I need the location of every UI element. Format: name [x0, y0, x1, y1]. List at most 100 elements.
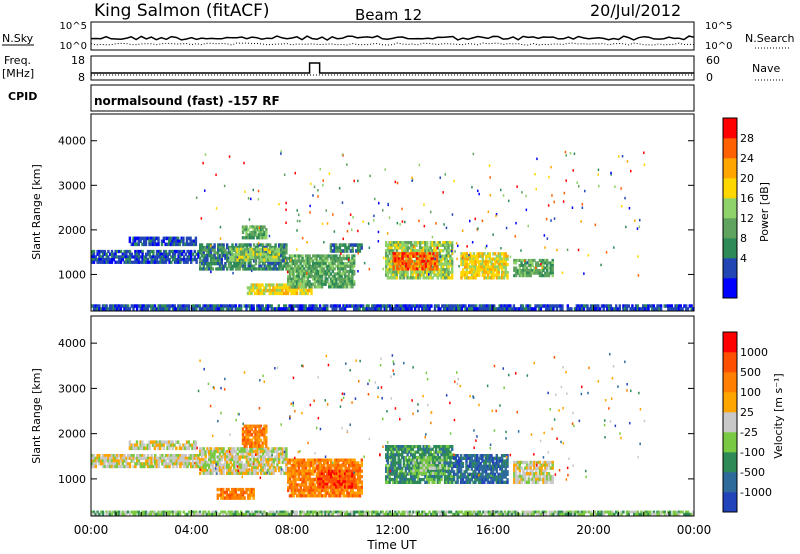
- echo-cell: [328, 494, 331, 498]
- colorbar-tick-label: 8: [740, 232, 747, 245]
- echo-cell: [132, 260, 135, 264]
- echo-cell: [279, 254, 283, 258]
- echo-cell: [312, 458, 315, 462]
- echo-cell: [423, 259, 426, 263]
- echo-cell: [329, 480, 333, 484]
- echo-cell: [404, 475, 407, 479]
- echo-cell: [374, 304, 377, 308]
- echo-cell: [386, 276, 390, 280]
- echo-cell: [91, 459, 94, 463]
- echo-cell: [414, 304, 417, 308]
- echo-cell: [155, 440, 158, 444]
- echo-cell: [259, 430, 263, 434]
- echo-cell: [449, 249, 452, 253]
- echo-cell: [252, 304, 255, 308]
- echo-cell: [295, 264, 299, 268]
- echo-cell: [229, 490, 232, 495]
- echo-cell: [255, 283, 259, 287]
- echo-cell: [303, 475, 306, 479]
- echo-point: [484, 246, 487, 250]
- echo-cell: [261, 267, 265, 271]
- echo-cell: [326, 480, 329, 484]
- echo-cell: [241, 225, 245, 229]
- echo-cell: [424, 304, 428, 308]
- echo-cell: [268, 255, 272, 259]
- echo-cell: [308, 483, 311, 487]
- echo-cell: [150, 260, 153, 264]
- echo-cell: [317, 485, 320, 489]
- echo-cell: [516, 271, 520, 275]
- echo-cell: [299, 264, 302, 268]
- echo-cell: [355, 469, 358, 473]
- echo-cell: [132, 464, 135, 469]
- echo-cell: [406, 458, 409, 462]
- echo-cell: [229, 264, 232, 268]
- echo-cell: [114, 459, 117, 463]
- echo-point: [374, 197, 376, 201]
- echo-cell: [433, 249, 436, 253]
- echo-cell: [274, 243, 277, 247]
- echo-cell: [290, 304, 293, 308]
- echo-cell: [392, 254, 395, 258]
- echo-cell: [177, 260, 180, 264]
- echo-cell: [546, 263, 549, 267]
- echo-cell: [470, 273, 474, 277]
- echo-cell: [153, 446, 157, 451]
- echo-cell: [168, 304, 171, 308]
- echo-cell: [417, 241, 420, 245]
- echo-cell: [141, 249, 144, 254]
- echo-cell: [272, 264, 275, 268]
- echo-point: [353, 179, 355, 183]
- echo-cell: [337, 264, 340, 268]
- echo-cell: [524, 261, 527, 265]
- echo-cell: [329, 257, 333, 261]
- echo-cell: [466, 307, 469, 311]
- echo-point: [458, 265, 460, 268]
- echo-cell: [469, 254, 472, 259]
- echo-cell: [312, 483, 315, 487]
- echo-cell: [217, 243, 220, 247]
- echo-cell: [536, 263, 540, 267]
- echo-cell: [209, 463, 213, 467]
- echo-cell: [392, 259, 395, 263]
- echo-cell: [245, 233, 248, 237]
- echo-cell: [312, 494, 315, 498]
- echo-cell: [527, 263, 531, 267]
- echo-cell: [426, 273, 429, 277]
- echo-cell: [276, 458, 279, 462]
- echo-cell: [256, 245, 259, 250]
- echo-cell: [261, 471, 265, 475]
- echo-cell: [312, 464, 315, 468]
- echo-cell: [440, 254, 443, 258]
- echo-cell: [245, 438, 248, 443]
- echo-cell: [91, 249, 94, 254]
- echo-cell: [257, 444, 261, 448]
- echo-cell: [609, 304, 613, 308]
- echo-cell: [170, 459, 173, 463]
- echo-cell: [274, 455, 277, 459]
- echo-point: [454, 250, 456, 253]
- echo-cell: [455, 307, 458, 311]
- echo-cell: [482, 307, 485, 311]
- echo-cell: [257, 435, 261, 440]
- echo-cell: [209, 468, 213, 473]
- echo-cell: [513, 261, 516, 265]
- echo-cell: [169, 236, 173, 241]
- echo-cell: [144, 239, 148, 244]
- echo-cell: [414, 254, 417, 258]
- echo-cell: [241, 438, 245, 443]
- echo-cell: [240, 468, 243, 473]
- echo-cell: [270, 262, 274, 266]
- echo-cell: [137, 304, 141, 308]
- echo-cell: [229, 468, 232, 473]
- echo-cell: [351, 264, 354, 268]
- echo-cell: [279, 455, 283, 459]
- echo-cell: [254, 435, 257, 440]
- echo-cell: [288, 480, 292, 484]
- echo-cell: [245, 458, 249, 462]
- echo-cell: [426, 246, 429, 250]
- echo-cell: [410, 461, 413, 465]
- echo-cell: [166, 440, 169, 444]
- echo-cell: [287, 257, 290, 261]
- echo-cell: [329, 243, 333, 247]
